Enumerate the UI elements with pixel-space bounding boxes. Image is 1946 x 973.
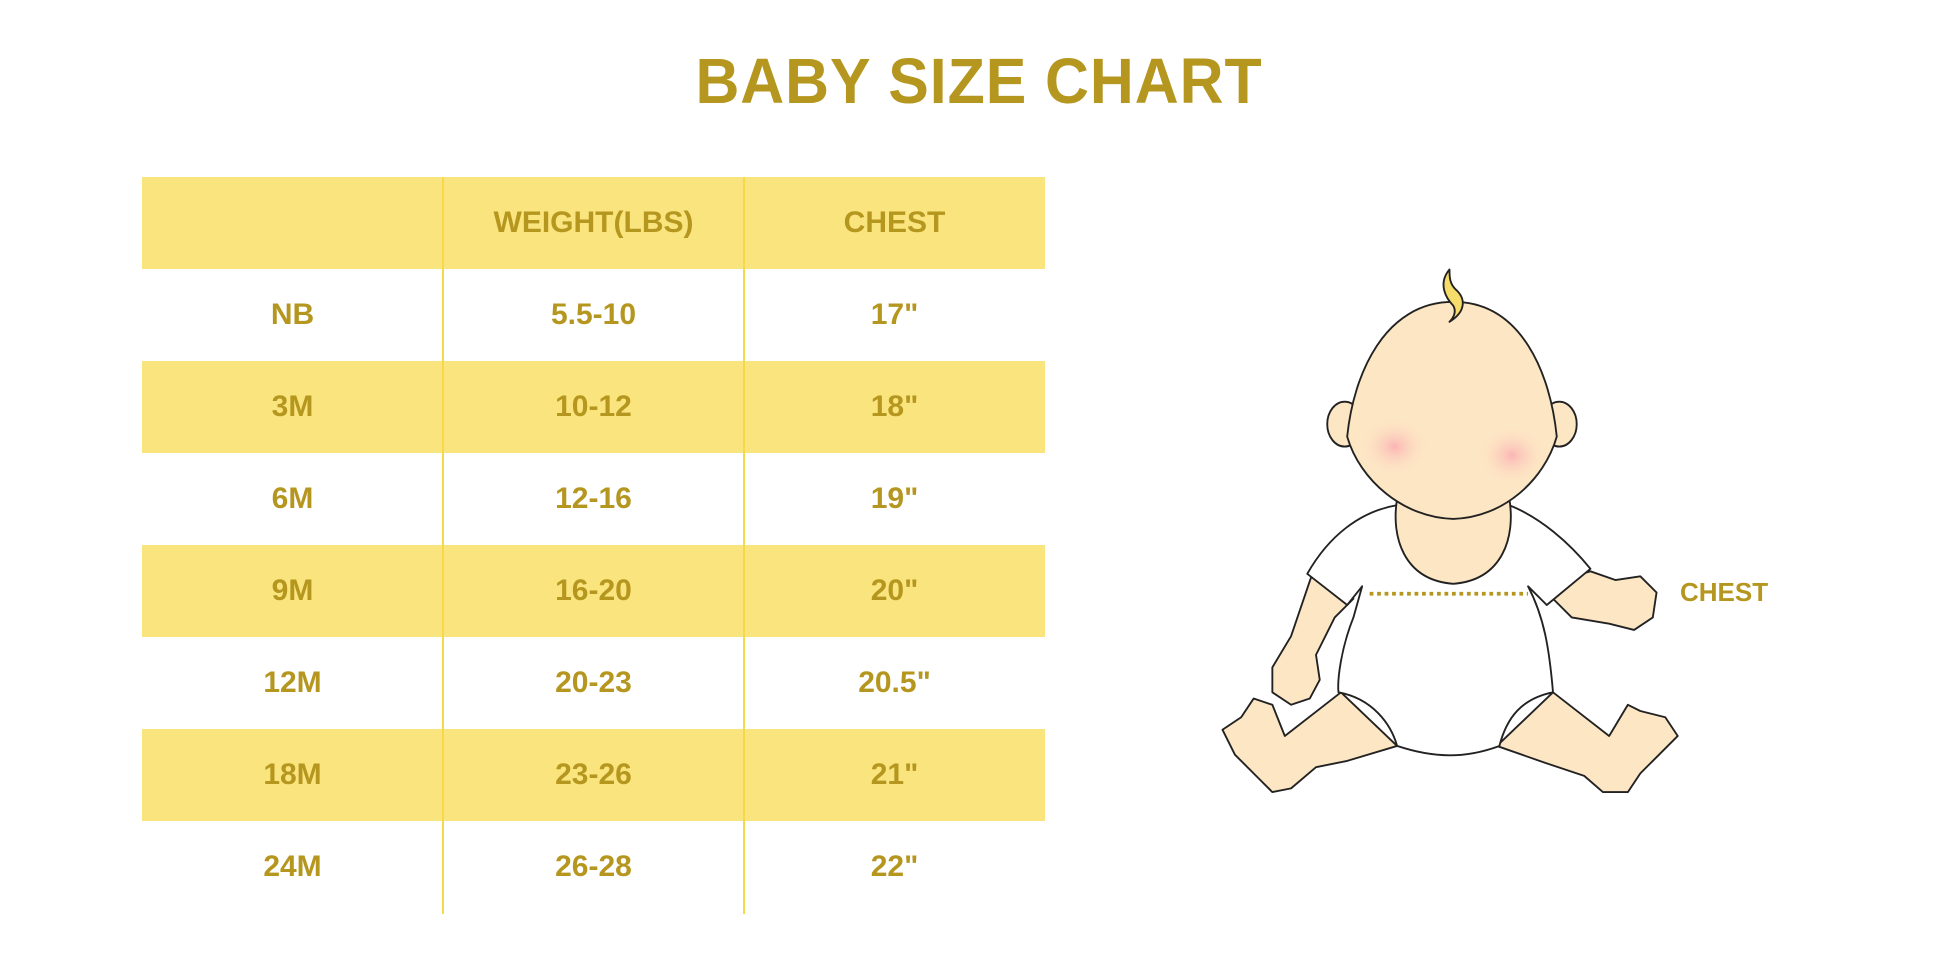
table-row: 3M 10-12 18": [142, 361, 1045, 453]
chest-cell: 19": [870, 482, 919, 515]
size-cell: 9M: [271, 574, 314, 607]
chest-cell: 17": [870, 298, 919, 331]
size-cell: NB: [270, 298, 315, 331]
table-row: 24M 26-28 22": [142, 821, 1045, 913]
chest-label: CHEST: [1680, 577, 1769, 607]
size-cell: 3M: [271, 390, 314, 423]
weight-cell: 12-16: [555, 482, 632, 515]
size-cell: 12M: [263, 666, 322, 699]
table-row: 12M 20-23 20.5": [142, 637, 1045, 729]
table-row: NB 5.5-10 17": [142, 269, 1045, 361]
size-cell: 6M: [271, 482, 314, 515]
column-divider: [743, 177, 745, 914]
size-cell: 24M: [263, 850, 322, 883]
table-row: 18M 23-26 21": [142, 729, 1045, 821]
weight-cell: 16-20: [555, 574, 632, 607]
weight-cell: 5.5-10: [550, 298, 637, 331]
table-row: 9M 16-20 20": [142, 545, 1045, 637]
column-divider: [442, 177, 444, 914]
chest-cell: 20": [870, 574, 919, 607]
weight-cell: 23-26: [555, 758, 632, 791]
table-header-row: WEIGHT(LBS) CHEST: [142, 177, 1045, 269]
chest-cell: 21": [870, 758, 919, 791]
weight-cell: 20-23: [555, 666, 632, 699]
size-cell: 18M: [263, 758, 322, 791]
table-row: 6M 12-16 19": [142, 453, 1045, 545]
chest-cell: 22": [870, 850, 919, 883]
weight-cell: 26-28: [555, 850, 632, 883]
header-chest: CHEST: [843, 206, 946, 239]
chest-cell: 20.5": [858, 666, 931, 699]
size-table: WEIGHT(LBS) CHEST NB 5.5-10 17" 3M 10-12…: [142, 177, 1045, 913]
page-title: BABY SIZE CHART: [695, 45, 1263, 117]
header-weight: WEIGHT(LBS): [493, 206, 694, 239]
weight-cell: 10-12: [555, 390, 632, 423]
chest-cell: 18": [870, 390, 919, 423]
